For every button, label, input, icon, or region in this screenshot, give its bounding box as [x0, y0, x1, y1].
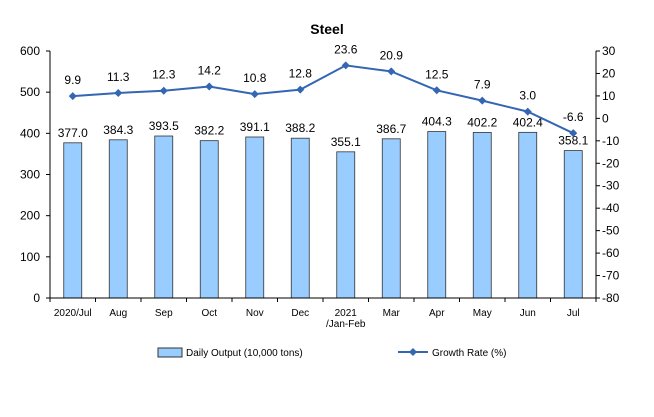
- bar: [518, 131, 538, 299]
- x-tick-label: Nov: [246, 308, 264, 319]
- line-series: [68, 61, 578, 138]
- legend-line-label: Growth Rate (%): [432, 348, 506, 359]
- growth-rate-label: 10.8: [243, 71, 267, 85]
- bar: [472, 132, 492, 299]
- bar-value-label: 388.2: [285, 121, 315, 135]
- x-tick-label: 2020/Jul: [54, 308, 92, 319]
- right-tick-label: -70: [602, 269, 620, 283]
- growth-rate-point: [523, 107, 532, 116]
- bar-value-label: 358.1: [558, 134, 588, 148]
- growth-rate-point: [68, 92, 77, 101]
- right-tick-label: 30: [602, 44, 616, 58]
- bar: [63, 142, 83, 299]
- bar-value-label: 355.1: [331, 135, 361, 149]
- left-tick-label: 0: [33, 291, 40, 305]
- growth-rate-label: 7.9: [474, 78, 491, 92]
- bar: [427, 131, 447, 299]
- left-axis: 0 100 200 300 400 500 600: [20, 44, 51, 305]
- growth-rate-point: [296, 85, 305, 94]
- x-tick-label: Jul: [567, 308, 580, 319]
- left-tick-label: 100: [20, 250, 40, 264]
- x-axis: 2020/Jul Aug Sep Oct Nov Dec 2021/Jan-Feb Mar Ap…: [49, 297, 597, 330]
- right-tick-label: -30: [602, 179, 620, 193]
- bar-value-label: 402.2: [467, 115, 497, 129]
- growth-rate-label: -6.6: [563, 110, 584, 124]
- legend-line-marker: [409, 348, 417, 356]
- growth-rate-label: 12.5: [425, 67, 449, 81]
- legend: Daily Output (10,000 tons) Growth Rate (…: [157, 347, 506, 359]
- right-axis: 30 20 10 0 -10 -20 -30 -40 -50 -60 -70 -80: [595, 44, 620, 305]
- bar: [290, 137, 310, 299]
- bar-value-label: 386.7: [376, 122, 406, 136]
- right-tick-label: -40: [602, 201, 620, 215]
- growth-rate-label: 12.3: [152, 68, 176, 82]
- right-tick-label: 20: [602, 66, 616, 80]
- bar-value-label: 404.3: [422, 115, 452, 129]
- right-tick-label: -60: [602, 246, 620, 260]
- bar-value-label: 391.1: [240, 120, 270, 134]
- chart-title: Steel: [310, 21, 343, 37]
- bar-data-labels: 377.0 384.3 393.5 382.2 391.1 388.2 355.1 386.7…: [58, 115, 589, 149]
- bar: [154, 135, 174, 299]
- growth-rate-point: [432, 86, 441, 95]
- x-tick-label: Oct: [201, 308, 217, 319]
- legend-bar-label: Daily Output (10,000 tons): [186, 348, 303, 359]
- growth-rate-label: 12.8: [289, 67, 313, 81]
- growth-rate-point: [114, 88, 123, 97]
- x-tick-label: Apr: [429, 308, 445, 319]
- right-tick-label: 10: [602, 89, 616, 103]
- bar: [381, 138, 401, 299]
- bar: [108, 139, 128, 299]
- left-tick-label: 400: [20, 126, 40, 140]
- left-tick-label: 500: [20, 85, 40, 99]
- right-tick-label: -50: [602, 224, 620, 238]
- bar: [336, 151, 356, 299]
- growth-rate-point: [387, 67, 396, 76]
- growth-rate-point: [569, 129, 578, 138]
- growth-rate-point: [478, 96, 487, 105]
- x-tick-label: 2021/Jan-Feb: [326, 308, 366, 330]
- growth-rate-point: [250, 90, 259, 99]
- bar: [199, 140, 219, 299]
- bar-value-label: 393.5: [149, 119, 179, 133]
- bar-value-label: 384.3: [103, 123, 133, 137]
- x-tick-label: Sep: [155, 308, 173, 319]
- right-tick-label: 0: [602, 111, 609, 125]
- x-tick-label: May: [473, 308, 492, 319]
- left-tick-label: 200: [20, 209, 40, 223]
- bar-value-label: 402.4: [513, 115, 543, 129]
- right-tick-label: -80: [602, 291, 620, 305]
- right-tick-label: -10: [602, 134, 620, 148]
- x-tick-label: Mar: [383, 308, 401, 319]
- growth-rate-label: 20.9: [380, 48, 404, 62]
- growth-rate-point: [205, 82, 214, 91]
- left-tick-label: 600: [20, 44, 40, 58]
- left-tick-label: 300: [20, 168, 40, 182]
- growth-rate-point: [341, 61, 350, 70]
- x-tick-label: Dec: [291, 308, 309, 319]
- growth-rate-label: 11.3: [107, 70, 130, 84]
- growth-rate-line: [72, 64, 574, 135]
- growth-rate-label: 23.6: [334, 42, 358, 56]
- x-tick-label: Jun: [520, 308, 536, 319]
- bar: [563, 150, 583, 299]
- growth-rate-label: 9.9: [64, 73, 81, 87]
- bar-value-label: 377.0: [58, 126, 88, 140]
- growth-rate-label: 14.2: [198, 63, 222, 77]
- bar-series: [63, 131, 583, 299]
- line-data-labels: 9.9 11.3 12.3 14.2 10.8 12.8 23.6 20.9 12.5 7.9 3.…: [64, 42, 584, 124]
- legend-bar-swatch: [157, 347, 183, 358]
- x-tick-label: Aug: [109, 308, 127, 319]
- growth-rate-label: 3.0: [519, 89, 536, 103]
- growth-rate-point: [159, 86, 168, 95]
- right-tick-label: -20: [602, 156, 620, 170]
- bar: [245, 136, 265, 299]
- bar-value-label: 382.2: [194, 124, 224, 138]
